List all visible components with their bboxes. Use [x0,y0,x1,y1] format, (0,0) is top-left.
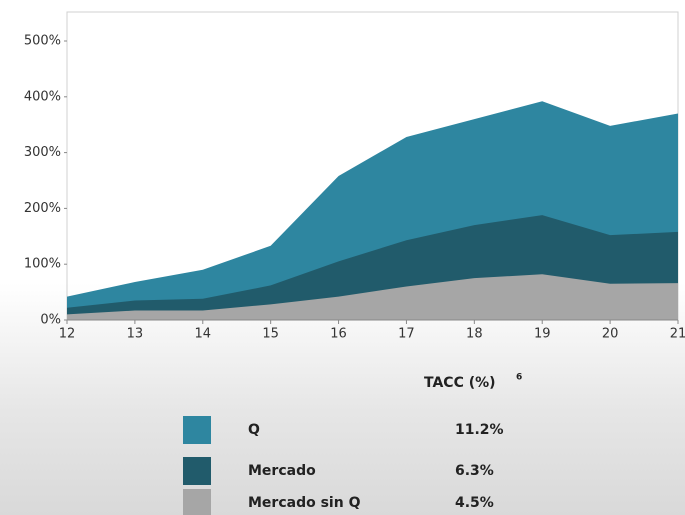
legend-swatch [183,489,211,515]
x-tick-label: 16 [330,327,347,342]
y-tick-label: 100% [24,257,61,272]
x-tick-label: 20 [602,327,619,342]
legend-swatch [183,416,211,444]
legend-swatch [183,457,211,485]
area [67,274,678,320]
legend-title-note: 6 [516,373,522,383]
legend-tacc: 4.5% [455,495,494,511]
legend-title: TACC (%) [424,375,496,391]
legend-tacc: 6.3% [455,463,494,479]
y-tick-label: 200% [24,201,61,216]
y-tick-label: 400% [24,89,61,104]
x-tick-label: 14 [195,327,212,342]
legend-label: Mercado [248,463,316,479]
legend-label: Mercado sin Q [248,495,361,511]
x-tick-label: 13 [127,327,144,342]
x-tick-label: 12 [59,327,76,342]
legend-tacc: 11.2% [455,422,504,438]
x-tick-label: 17 [398,327,415,342]
x-tick-label: 18 [466,327,483,342]
x-tick-label: 15 [262,327,279,342]
y-tick-label: 0% [40,313,61,328]
x-tick-label: 19 [534,327,551,342]
x-tick-label: 21 [670,327,685,342]
y-tick-label: 500% [24,34,61,49]
y-tick-label: 300% [24,145,61,160]
legend-label: Q [248,422,260,438]
